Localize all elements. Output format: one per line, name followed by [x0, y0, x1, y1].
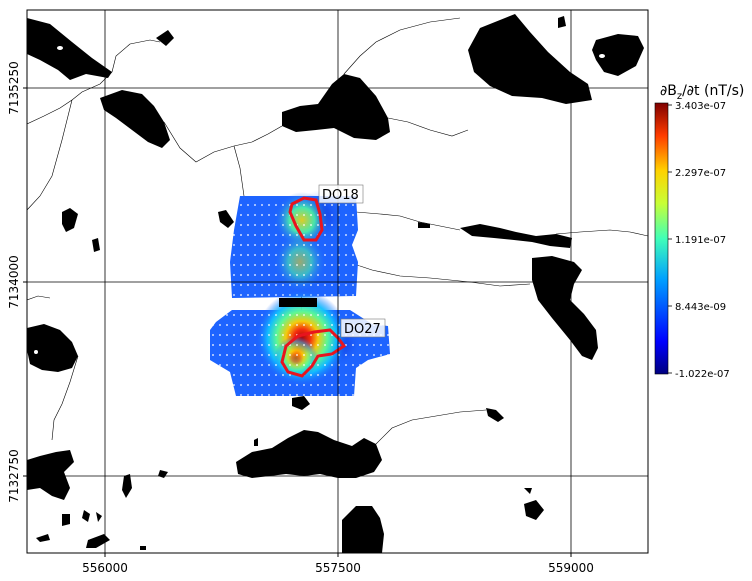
y-tick-label: 7135250 — [7, 61, 21, 114]
label-do18: DO18 — [318, 184, 364, 204]
colorbar-tick: -1.022e-07 — [675, 369, 730, 380]
x-tick-label: 557500 — [315, 561, 361, 575]
svg-text:DO27: DO27 — [344, 322, 381, 337]
lake — [468, 14, 592, 104]
colorbar-tick: 8.443e-09 — [675, 302, 726, 313]
lake — [292, 396, 310, 410]
lake — [254, 438, 258, 446]
label-do27: DO27 — [340, 318, 386, 338]
lake — [62, 514, 70, 526]
lake — [27, 18, 112, 80]
basemap — [27, 10, 648, 553]
lake — [282, 74, 390, 140]
lake — [236, 430, 382, 478]
lake — [92, 238, 100, 252]
lake — [82, 510, 90, 522]
lake — [96, 512, 102, 522]
colorbar-tick: 3.403e-07 — [675, 101, 726, 112]
lake — [27, 324, 78, 372]
lake — [100, 90, 170, 148]
lake — [524, 500, 544, 520]
anomaly-outline-do27 — [280, 328, 347, 378]
colorbar-gradient — [654, 102, 669, 375]
data-gap-bar — [279, 298, 317, 307]
lake — [86, 534, 110, 548]
lake — [592, 34, 644, 76]
lake — [460, 224, 572, 248]
colorbar: ∂Bz/∂t (nT/s) 3.403e-07 2.297e-07 1.191e… — [654, 83, 744, 380]
colorbar-tick: 2.297e-07 — [675, 168, 726, 179]
y-tick-label: 7134000 — [7, 255, 21, 308]
x-tick-label: 559000 — [548, 561, 594, 575]
lake — [62, 208, 78, 232]
lake — [486, 408, 504, 422]
lake — [558, 16, 566, 28]
anomaly-outline-do18 — [288, 196, 324, 242]
lake — [156, 30, 174, 46]
lake — [36, 534, 50, 542]
x-axis-ticks: 556000 557500 559000 — [82, 553, 594, 575]
lake — [27, 450, 74, 500]
y-tick-label: 7132750 — [7, 449, 21, 502]
colorbar-tick: 1.191e-07 — [675, 235, 726, 246]
map-grid — [27, 10, 648, 553]
colorbar-title: ∂Bz/∂t (nT/s) — [660, 83, 744, 102]
svg-text:DO18: DO18 — [322, 188, 359, 203]
lake — [524, 488, 532, 494]
lake — [342, 506, 384, 553]
lake — [122, 474, 132, 498]
y-axis-ticks: 7135250 7134000 7132750 — [7, 61, 27, 503]
lake — [140, 546, 146, 550]
x-tick-label: 556000 — [82, 561, 128, 575]
